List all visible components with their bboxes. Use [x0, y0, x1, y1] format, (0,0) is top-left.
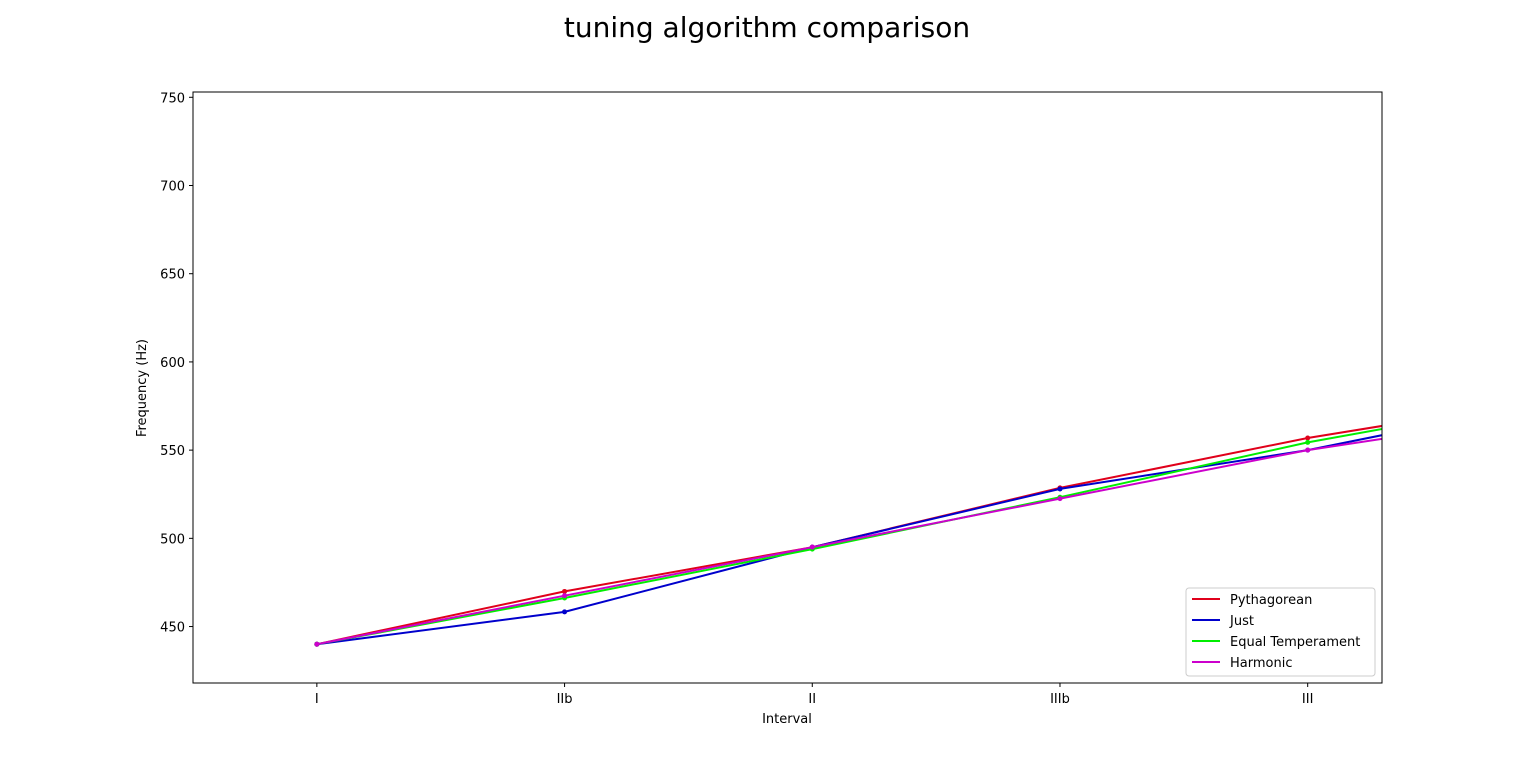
data-point — [562, 593, 568, 599]
data-point — [1057, 496, 1063, 502]
data-point — [1305, 439, 1311, 445]
x-tick-label: I — [315, 692, 319, 707]
legend-label: Pythagorean — [1230, 593, 1312, 608]
series-line-1 — [316, 434, 1382, 646]
y-tick-label: 700 — [160, 180, 185, 195]
legend-label: Just — [1229, 614, 1254, 629]
data-point — [809, 544, 815, 550]
x-tick-label: II — [808, 692, 816, 707]
plot-area — [193, 92, 1382, 683]
x-axis-label: Interval — [762, 712, 812, 727]
x-tick-label: IIIb — [1050, 692, 1070, 707]
data-point — [1057, 486, 1063, 492]
legend-box — [1185, 587, 1376, 677]
y-tick-label: 450 — [160, 621, 185, 636]
legend-label: Harmonic — [1230, 656, 1292, 671]
data-point — [562, 609, 568, 615]
x-axis: I IIb II IIIb III — [315, 683, 1314, 707]
y-axis: 450 500 550 600 650 700 750 — [160, 91, 193, 636]
y-tick-label: 550 — [160, 444, 185, 459]
plot-frame — [192, 91, 1383, 684]
y-tick-label: 650 — [160, 268, 185, 283]
x-tick-label: III — [1302, 692, 1314, 707]
y-tick-label: 750 — [160, 91, 185, 106]
y-tick-label: 500 — [160, 532, 185, 547]
legend: Pythagorean Just Equal Temperament Harmonic — [1185, 587, 1376, 677]
data-point — [562, 588, 568, 594]
data-point — [314, 641, 320, 647]
data-point — [1305, 435, 1311, 441]
legend-label: Equal Temperament — [1230, 635, 1360, 650]
y-axis-label: Frequency (Hz) — [135, 339, 150, 437]
x-tick-label: IIb — [557, 692, 573, 707]
series-line-3 — [316, 437, 1382, 646]
series-layer — [314, 424, 1382, 647]
y-tick-label: 600 — [160, 356, 185, 371]
data-point — [1305, 447, 1311, 453]
chart-title: tuning algorithm comparison — [564, 11, 970, 44]
